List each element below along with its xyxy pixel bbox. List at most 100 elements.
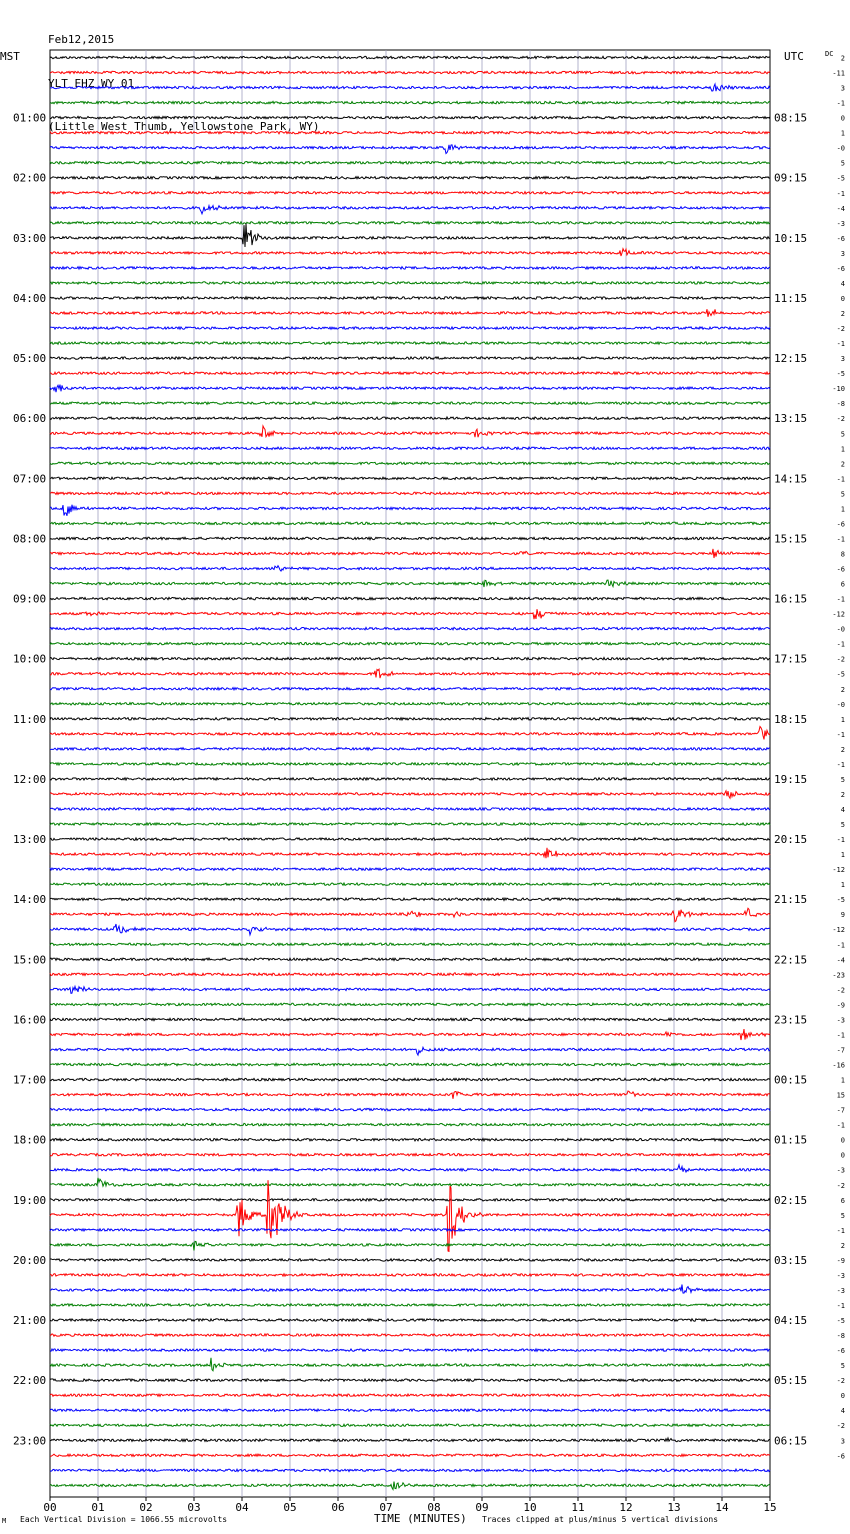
seismic-trace: [49, 220, 771, 226]
x-tick-label: 15: [763, 1501, 776, 1514]
x-tick-label: 14: [715, 1501, 729, 1514]
dc-offset-value: -12: [832, 866, 845, 874]
dc-offset-value: 5: [841, 821, 845, 829]
dc-offset-value: 1: [841, 851, 845, 859]
dc-offset-value: -1: [837, 596, 845, 604]
x-tick-label: 12: [619, 1501, 632, 1514]
seismic-trace: [49, 716, 771, 722]
dc-offset-value: -1: [837, 1227, 845, 1235]
dc-offset-value: -6: [837, 265, 845, 273]
plot-frame: [49, 49, 771, 1498]
seismic-trace: [49, 1452, 771, 1458]
dc-offset-value: 1: [841, 1077, 845, 1085]
seismic-trace: [49, 725, 771, 740]
seismic-trace: [49, 746, 770, 752]
time-grid: [49, 49, 771, 1498]
dc-offset-labels: 2-113-101-05-5-1-4-3-63-6402-2-13-5-10-8…: [832, 55, 845, 1461]
seismic-trace: [49, 1152, 771, 1158]
seismic-trace: [49, 761, 771, 767]
seismic-trace: [49, 1090, 771, 1099]
dc-offset-value: 3: [841, 85, 845, 93]
seismic-trace: [49, 667, 771, 679]
dc-offset-value: -5: [837, 370, 845, 378]
dc-offset-value: 6: [841, 1197, 845, 1205]
x-tick-label: 08: [427, 1501, 440, 1514]
dc-offset-value: -3: [837, 1272, 845, 1280]
dc-offset-value: -10: [832, 385, 845, 393]
utc-hour-label: 16:15: [774, 593, 807, 606]
seismic-trace: [50, 548, 771, 559]
seismic-trace: [49, 847, 771, 859]
seismic-traces: [49, 55, 771, 1492]
seismic-trace: [49, 821, 771, 827]
dc-offset-value: -4: [837, 205, 845, 213]
utc-hour-label: 02:15: [774, 1194, 807, 1207]
utc-hour-label: 23:15: [774, 1013, 807, 1026]
dc-offset-value: 4: [841, 806, 845, 814]
seismic-trace: [49, 1197, 771, 1203]
seismic-trace: [49, 971, 771, 977]
mst-hour-label: 09:00: [13, 593, 46, 606]
seismic-trace: [49, 776, 771, 782]
seismic-trace: [49, 1302, 771, 1308]
dc-offset-value: 4: [841, 280, 845, 288]
seismic-trace: [49, 340, 771, 346]
dc-offset-value: -12: [832, 926, 845, 934]
mst-hour-label: 13:00: [13, 833, 46, 846]
utc-hour-label: 05:15: [774, 1374, 807, 1387]
seismic-trace: [49, 175, 771, 181]
dc-offset-value: 2: [841, 55, 845, 63]
seismic-trace: [49, 626, 771, 631]
dc-offset-value: -3: [837, 220, 845, 228]
dc-offset-value: -6: [837, 520, 845, 528]
seismic-trace: [49, 460, 771, 466]
seismic-trace: [49, 1017, 771, 1022]
utc-hour-label: 04:15: [774, 1314, 807, 1327]
seismic-trace: [49, 1392, 771, 1398]
dc-offset-value: 2: [841, 1242, 845, 1250]
dc-offset-value: -1: [837, 1302, 845, 1310]
dc-offset-value: 0: [841, 1392, 845, 1400]
seismic-trace: [49, 1357, 771, 1372]
right-timezone-label: UTC: [784, 50, 804, 63]
dc-offset-value: -1: [837, 836, 845, 844]
plot-date: Feb12,2015: [48, 33, 115, 46]
x-tick-label: 10: [523, 1501, 536, 1514]
mst-hour-label: 07:00: [13, 472, 46, 485]
seismic-trace: [49, 355, 771, 361]
dc-offset-value: 5: [841, 776, 845, 784]
dc-offset-value: -12: [832, 611, 845, 619]
seismic-trace: [49, 1122, 771, 1127]
seismic-trace: [49, 1317, 771, 1323]
mst-hour-label: 06:00: [13, 412, 46, 425]
mst-hour-labels: 01:00 02:00 03:00 04:00 05:00 06:00 07:00 08:00…: [13, 112, 46, 1448]
seismic-trace: [49, 325, 771, 331]
utc-hour-label: 14:15: [774, 472, 807, 485]
seismic-trace: [49, 1107, 771, 1113]
seismic-trace: [49, 309, 771, 317]
seismic-trace: [49, 82, 771, 92]
utc-hour-label: 00:15: [774, 1074, 807, 1087]
dc-offset-value: -1: [837, 641, 845, 649]
dc-offset-value: 2: [841, 791, 845, 799]
seismic-trace: [49, 70, 771, 75]
dc-offset-value: -1: [837, 535, 845, 543]
x-axis-ticks: 00 01 02 03 04 05 06 07 08 09 10 11 12 13 14 15: [43, 1497, 777, 1514]
mst-hour-label: 22:00: [13, 1374, 46, 1387]
seismic-trace: [49, 1407, 771, 1413]
mst-hour-label: 16:00: [13, 1013, 46, 1026]
left-timezone-label: MST: [0, 50, 20, 63]
seismic-trace: [49, 836, 771, 842]
seismic-trace: [49, 686, 771, 692]
seismic-trace: [49, 415, 771, 421]
dc-offset-value: -1: [837, 941, 845, 949]
dc-offset-value: -9: [837, 1257, 845, 1265]
seismic-trace: [49, 536, 771, 541]
mst-hour-label: 18:00: [13, 1134, 46, 1147]
dc-offset-value: -6: [837, 235, 845, 243]
mst-hour-label: 10:00: [13, 653, 46, 666]
utc-hour-label: 06:15: [774, 1434, 807, 1447]
utc-hour-label: 19:15: [774, 773, 807, 786]
utc-hour-label: 10:15: [774, 232, 807, 245]
utc-hour-label: 09:15: [774, 172, 807, 185]
